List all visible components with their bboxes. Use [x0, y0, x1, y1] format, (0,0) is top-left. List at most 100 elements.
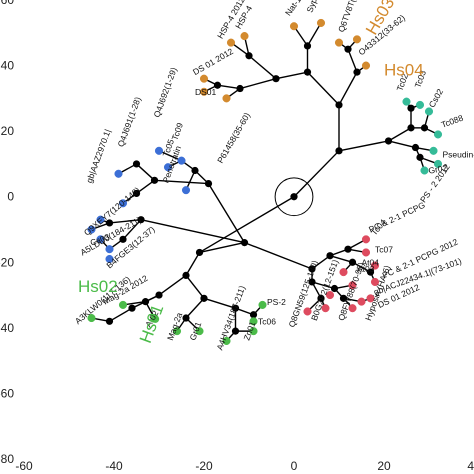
highlight-circle-layer — [274, 177, 314, 217]
leaf-point — [226, 38, 236, 47]
leaf-point — [249, 317, 258, 326]
internal-node — [141, 298, 150, 306]
internal-node — [344, 45, 352, 53]
internal-node — [407, 104, 415, 112]
internal-node — [231, 304, 240, 312]
branch-line — [306, 22, 322, 47]
leaf-point — [352, 35, 362, 44]
internal-node — [132, 160, 141, 168]
leaf-point — [258, 300, 267, 309]
internal-node — [348, 258, 357, 266]
leaf-point — [316, 18, 326, 28]
branch-line — [217, 84, 241, 90]
x-tick-label: -60 — [15, 459, 33, 473]
branch-line — [185, 252, 201, 276]
branch-line — [311, 255, 331, 270]
leaf-label: Pseudin-B — [443, 149, 474, 159]
internal-node — [330, 284, 339, 293]
internal-node — [245, 52, 253, 60]
leaf-point — [118, 300, 128, 309]
internal-node — [308, 278, 316, 286]
branch-line — [203, 297, 236, 309]
internal-node — [339, 294, 348, 302]
internal-node — [308, 265, 316, 273]
x-tick-label: -40 — [105, 459, 123, 473]
leaf-point — [303, 307, 312, 316]
y-tick-label: 40 — [1, 59, 15, 73]
branch-line — [136, 163, 155, 181]
leaf-label: Nat-1 — [283, 0, 303, 18]
leaf-point — [222, 94, 231, 103]
internal-node — [303, 68, 312, 76]
branch-line — [338, 71, 358, 106]
branch-line — [338, 140, 389, 152]
x-tick-label: 0 — [291, 459, 298, 473]
internal-node — [407, 124, 415, 132]
internal-node — [119, 235, 127, 243]
leaf-point — [87, 313, 96, 323]
leaf-label: gb|AAZ2970.1| — [84, 128, 113, 184]
leaf-point — [321, 304, 330, 313]
leaf-point — [87, 225, 96, 234]
y-tick-label: 0 — [7, 190, 14, 204]
internal-node — [155, 291, 163, 299]
y-tick-label: -40 — [0, 321, 14, 335]
leaf-label: DS 01 2012 — [191, 46, 235, 77]
leaf-point — [154, 146, 164, 155]
internal-node — [195, 248, 204, 257]
leaf-label: Syphaxe — [304, 0, 325, 14]
y-tick-label: 20 — [1, 124, 15, 138]
leaf-point — [348, 281, 357, 290]
leaf-point — [222, 336, 231, 346]
branch-line — [109, 307, 133, 322]
leaf-point — [249, 327, 258, 336]
leaf-point — [348, 304, 357, 313]
y-tick-label: -60 — [0, 386, 14, 400]
x-axis: -60 -40 -20 0 20 40 — [15, 459, 474, 473]
leaf-point — [402, 97, 411, 106]
branch-line — [244, 241, 313, 270]
leaf-point — [96, 215, 105, 224]
branch-line — [136, 179, 155, 195]
internal-node — [335, 147, 343, 155]
leaf-point — [195, 327, 204, 336]
internal-node — [366, 268, 375, 276]
leaf-point — [240, 32, 249, 41]
x-tick-label: -20 — [195, 459, 213, 473]
internal-node — [204, 180, 213, 188]
leaf-point — [114, 169, 123, 178]
leaf-point — [181, 186, 191, 195]
internal-node — [105, 219, 114, 227]
internal-node — [182, 271, 190, 279]
branch-line — [329, 255, 353, 263]
leaf-point — [199, 74, 209, 83]
internal-node — [249, 311, 258, 319]
branch-line — [306, 71, 340, 106]
branch-line — [199, 196, 295, 254]
y-axis: 60 40 20 0 -20 -40 -60 -80 — [0, 0, 14, 466]
highlight-circle — [274, 177, 314, 217]
leaf-point — [433, 159, 443, 168]
internal-node — [384, 137, 393, 145]
leaf-point — [433, 130, 443, 139]
internal-node — [200, 294, 208, 302]
leaf-point — [370, 261, 380, 270]
leaf-point — [339, 268, 348, 277]
branch-line — [388, 140, 416, 149]
leaf-label: Cs02 — [427, 87, 446, 109]
leaf-label: A4HV34(187-211) — [214, 284, 247, 351]
internal-nodes — [105, 42, 429, 335]
leaf-point — [334, 38, 344, 47]
leaf-label: Mag-2a — [165, 311, 184, 342]
branch-line — [311, 281, 335, 290]
leaf-label: Tc09 — [169, 121, 185, 142]
x-tick-label: 20 — [377, 459, 391, 473]
branch-line — [347, 48, 358, 73]
internal-node — [132, 189, 141, 198]
leaf-label: PC & 2-1 PCPG — [367, 200, 426, 235]
internal-node — [416, 153, 424, 161]
leaf-label: Tc06 — [258, 317, 276, 327]
branch-line — [248, 55, 277, 80]
internal-node — [335, 101, 343, 109]
